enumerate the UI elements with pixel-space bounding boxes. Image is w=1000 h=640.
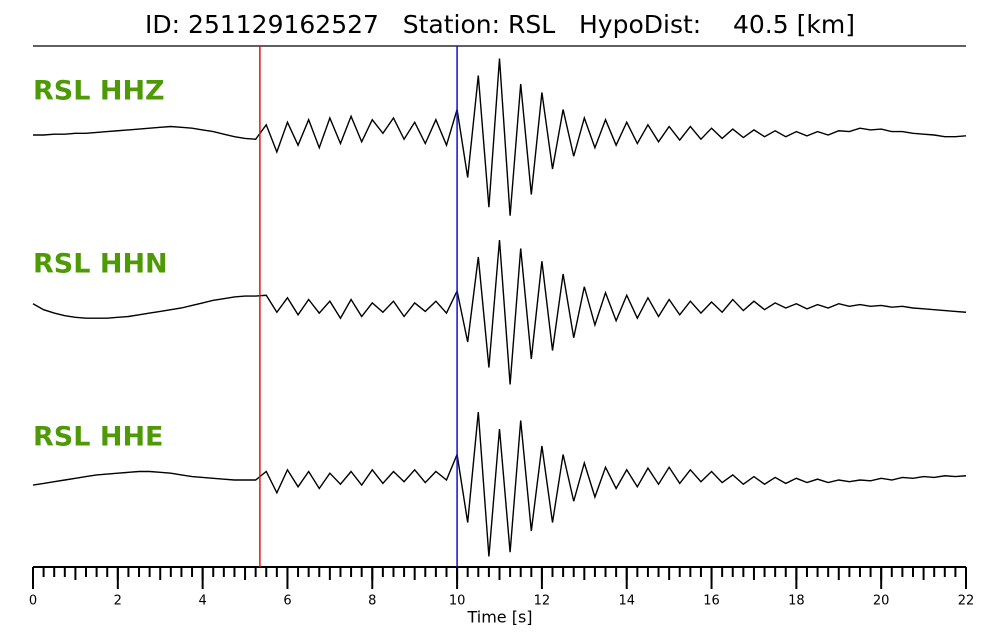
x-tick-label: 20 [873,594,890,609]
x-tick-label: 22 [958,594,975,609]
waveform-trace [32,239,967,385]
chart-title: ID: 251129162527 Station: RSL HypoDist: … [145,10,855,39]
x-tick-label: 12 [534,594,551,609]
x-tick-label: 16 [703,594,720,609]
x-tick-label: 14 [618,594,635,609]
x-tick-label: 6 [283,594,291,609]
trace-label: RSL HHZ [33,76,165,107]
x-tick-label: 0 [29,594,37,609]
x-tick-label: 4 [198,594,206,609]
waveform-trace [32,411,967,557]
x-tick-label: 10 [449,594,466,609]
waveform-trace [33,58,967,216]
x-axis-label: Time [s] [466,608,532,627]
x-tick-label: 2 [114,594,122,609]
x-tick-label: 18 [788,594,805,609]
trace-label: RSL HHE [33,422,163,453]
trace-label: RSL HHN [33,249,168,280]
x-tick-label: 8 [368,594,376,609]
